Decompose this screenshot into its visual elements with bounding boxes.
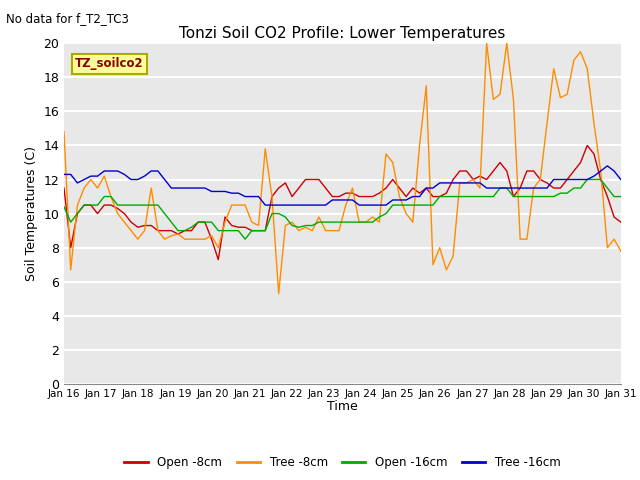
X-axis label: Time: Time xyxy=(327,400,358,413)
Text: TZ_soilco2: TZ_soilco2 xyxy=(75,57,144,70)
Text: No data for f_T2_TC3: No data for f_T2_TC3 xyxy=(6,12,129,25)
Legend: Open -8cm, Tree -8cm, Open -16cm, Tree -16cm: Open -8cm, Tree -8cm, Open -16cm, Tree -… xyxy=(120,451,565,474)
Y-axis label: Soil Temperatures (C): Soil Temperatures (C) xyxy=(25,146,38,281)
Title: Tonzi Soil CO2 Profile: Lower Temperatures: Tonzi Soil CO2 Profile: Lower Temperatur… xyxy=(179,25,506,41)
